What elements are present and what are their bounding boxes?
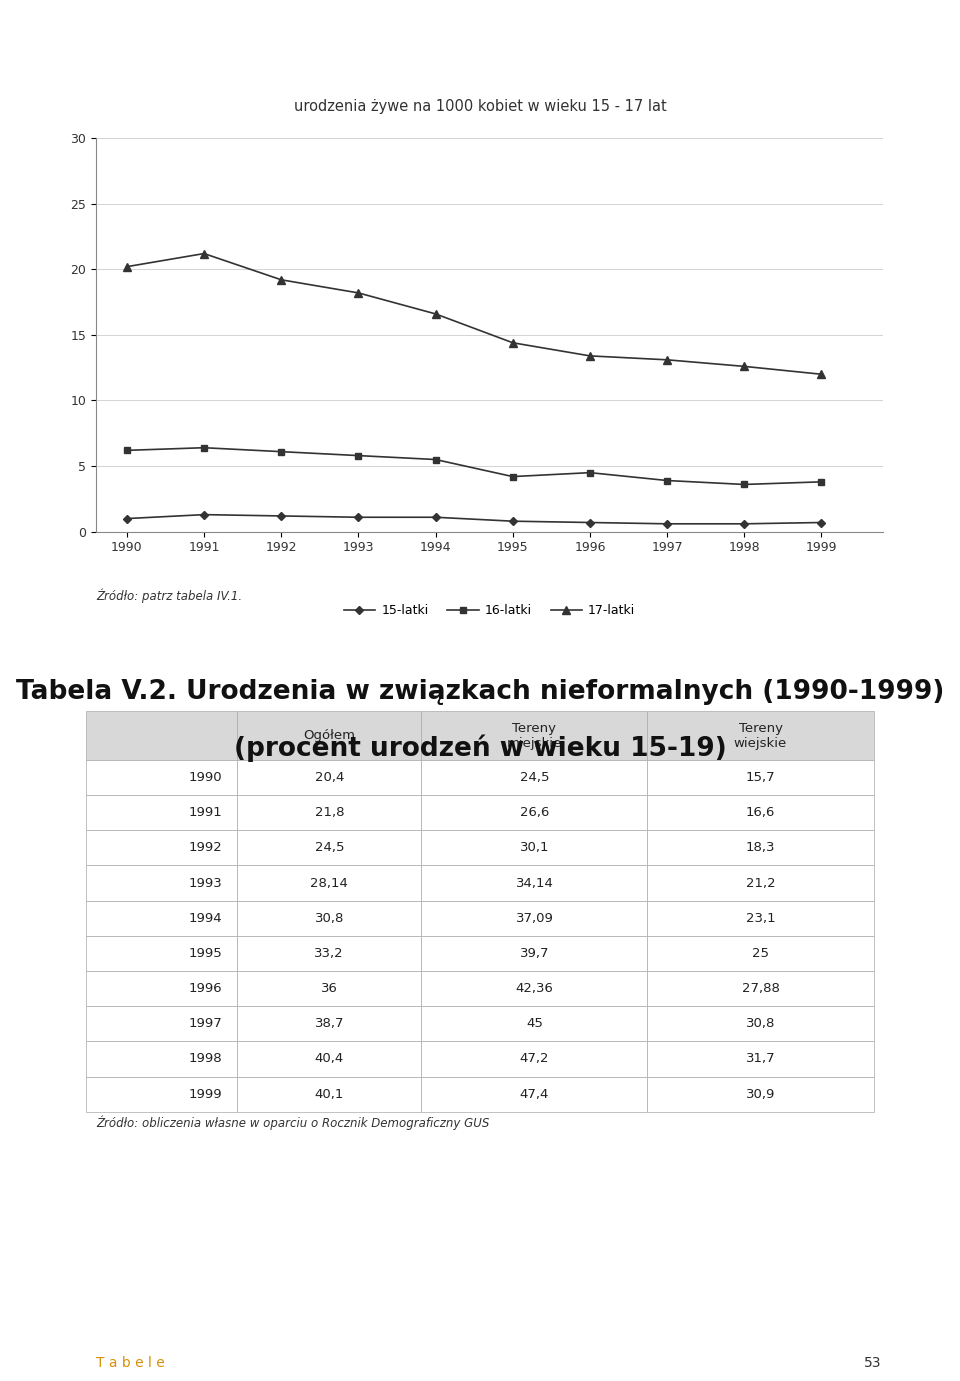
Text: T a b e l e: T a b e l e (96, 1356, 165, 1370)
Text: urodzenia żywe na 1000 kobiet w wieku 15 - 17 lat: urodzenia żywe na 1000 kobiet w wieku 15… (294, 99, 666, 115)
Text: (procent urodzeń w wieku 15-19): (procent urodzeń w wieku 15-19) (233, 735, 727, 762)
Text: Tabela V.2. Urodzenia w związkach nieformalnych (1990-1999): Tabela V.2. Urodzenia w związkach niefor… (15, 679, 945, 706)
Text: Źródło: patrz tabela IV.1.: Źródło: patrz tabela IV.1. (96, 588, 242, 602)
Text: 53: 53 (864, 1356, 881, 1370)
Legend: 15-latki, 16-latki, 17-latki: 15-latki, 16-latki, 17-latki (339, 599, 640, 621)
Text: Źródło: obliczenia własne w oparciu o Rocznik Demograficzny GUS: Źródło: obliczenia własne w oparciu o Ro… (96, 1116, 490, 1130)
